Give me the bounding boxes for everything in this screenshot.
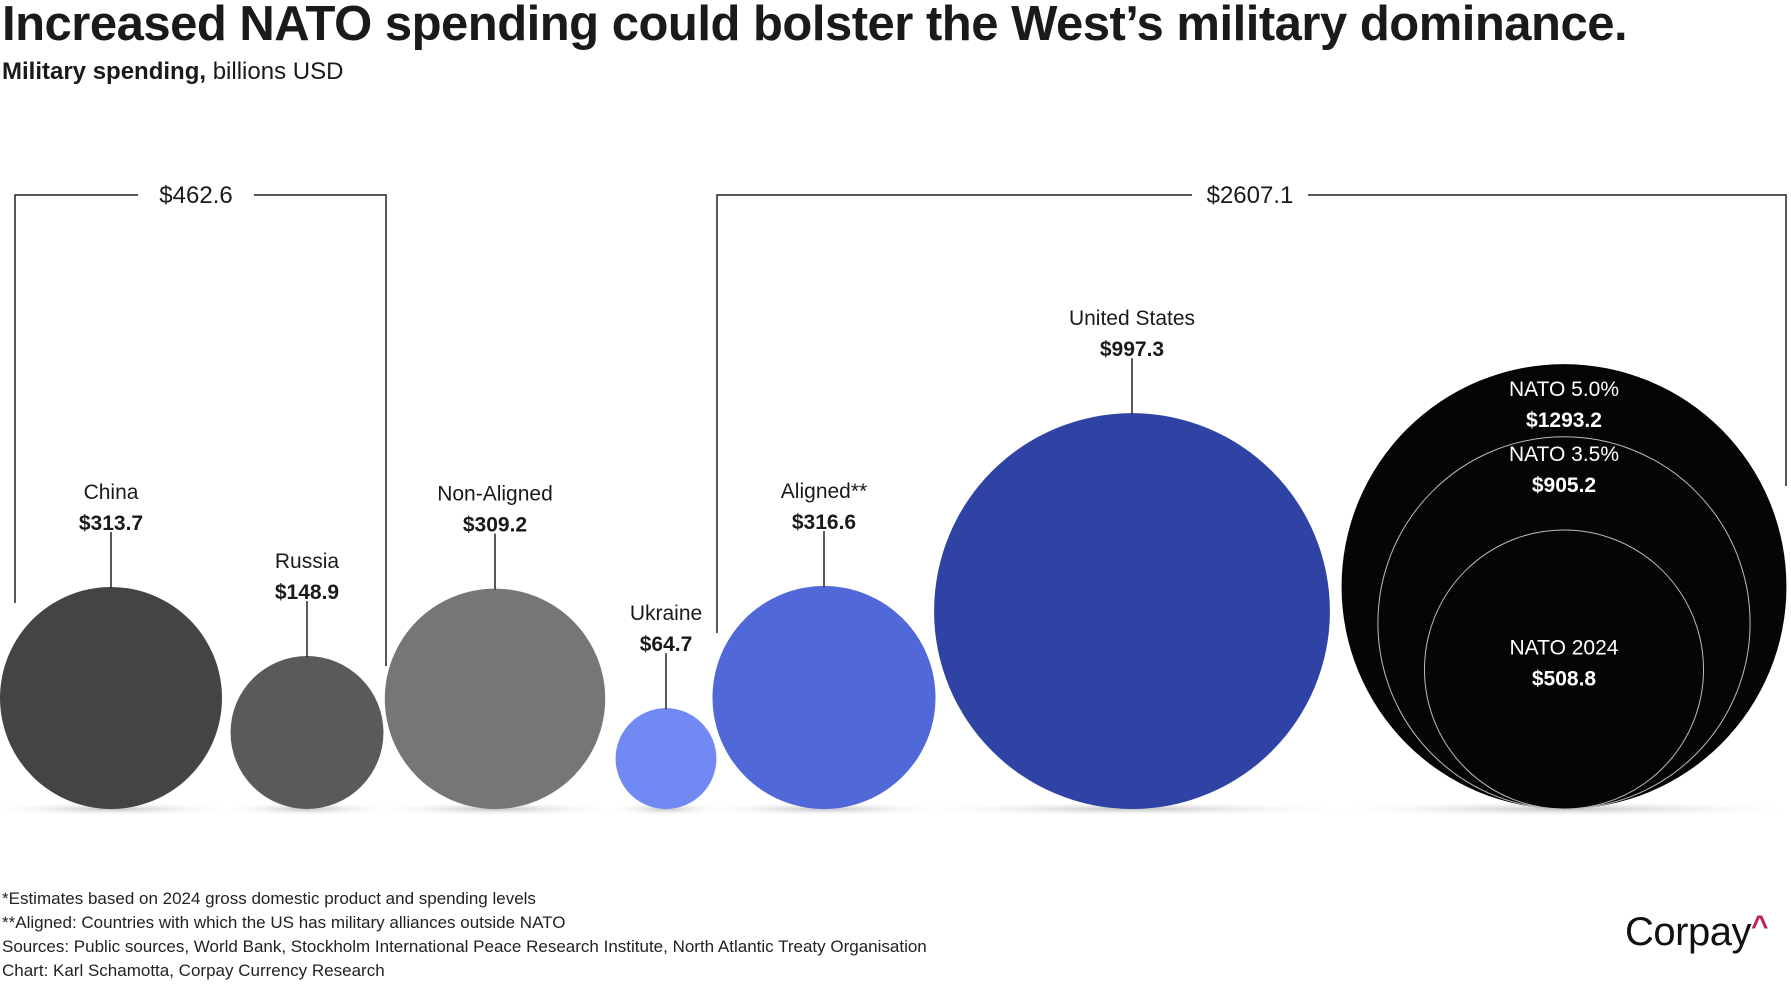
bracket-total-label: $2607.1 — [1207, 182, 1294, 209]
bubble-shadow — [219, 802, 395, 816]
logo-text: Corpay — [1625, 910, 1751, 954]
bubble-value-label: $148.9 — [275, 581, 339, 604]
bracket-line-right — [254, 194, 387, 666]
bubble-name-label: Aligned** — [781, 480, 867, 503]
logo-caret-icon: ^ — [1750, 910, 1769, 943]
bubble-value-label: $1293.2 — [1526, 409, 1602, 432]
bubble-name-label: NATO 2024 — [1510, 636, 1619, 659]
bubble-shadow — [608, 802, 724, 816]
bubble-name-label: China — [84, 481, 139, 504]
bubble-nato-2024 — [1423, 529, 1705, 810]
bubble-name-label: NATO 5.0% — [1509, 378, 1619, 401]
chart-subtitle: Military spending, billions USD — [2, 58, 343, 86]
bubble-shadow — [904, 802, 1360, 816]
bubble-value-label: $997.3 — [1100, 338, 1164, 361]
bubble-name-label: Ukraine — [630, 602, 702, 625]
bubble-shadow — [368, 802, 622, 816]
bubble-russia — [230, 656, 384, 809]
bubble-value-label: $64.7 — [640, 633, 693, 656]
bubble-shadow — [695, 802, 953, 816]
bubble-value-label: $309.2 — [463, 514, 527, 537]
subtitle-bold: Military spending, — [2, 58, 207, 85]
corpay-logo: Corpay^ — [1625, 910, 1768, 955]
bubble-china — [0, 587, 222, 809]
bubble-non-aligned — [384, 588, 606, 809]
bubble-ukraine — [615, 708, 717, 809]
bracket-line-left — [716, 194, 1192, 633]
chart-title: Increased NATO spending could bolster th… — [2, 0, 1628, 51]
bubble-aligned- — [712, 585, 936, 809]
bubble-name-label: United States — [1069, 307, 1195, 330]
bubble-value-label: $313.7 — [79, 512, 143, 535]
footnote-estimates: *Estimates based on 2024 gross domestic … — [2, 889, 536, 908]
bubble-united-states — [934, 413, 1330, 809]
subtitle-unit: billions USD — [206, 58, 344, 85]
bracket-line-right — [1308, 194, 1787, 486]
bracket-total-label: $462.6 — [159, 182, 232, 209]
bracket-line-left — [14, 194, 138, 603]
bubble-name-label: NATO 3.5% — [1509, 443, 1619, 466]
footnote-credit: Chart: Karl Schamotta, Corpay Currency R… — [2, 961, 385, 980]
bubble-value-label: $508.8 — [1532, 667, 1597, 690]
footnote-sources: Sources: Public sources, World Bank, Sto… — [2, 937, 927, 956]
bubble-name-label: Non-Aligned — [437, 483, 553, 506]
bubble-value-label: $905.2 — [1532, 474, 1596, 497]
footnote-aligned: **Aligned: Countries with which the US h… — [2, 913, 566, 932]
bubble-shadow — [0, 802, 239, 816]
bubble-chart: $462.6 $2607.1 China $313.7 Russia $148.9 Non… — [0, 182, 1791, 817]
bubble-value-label: $316.6 — [792, 511, 856, 534]
bubble-name-label: Russia — [275, 550, 340, 573]
